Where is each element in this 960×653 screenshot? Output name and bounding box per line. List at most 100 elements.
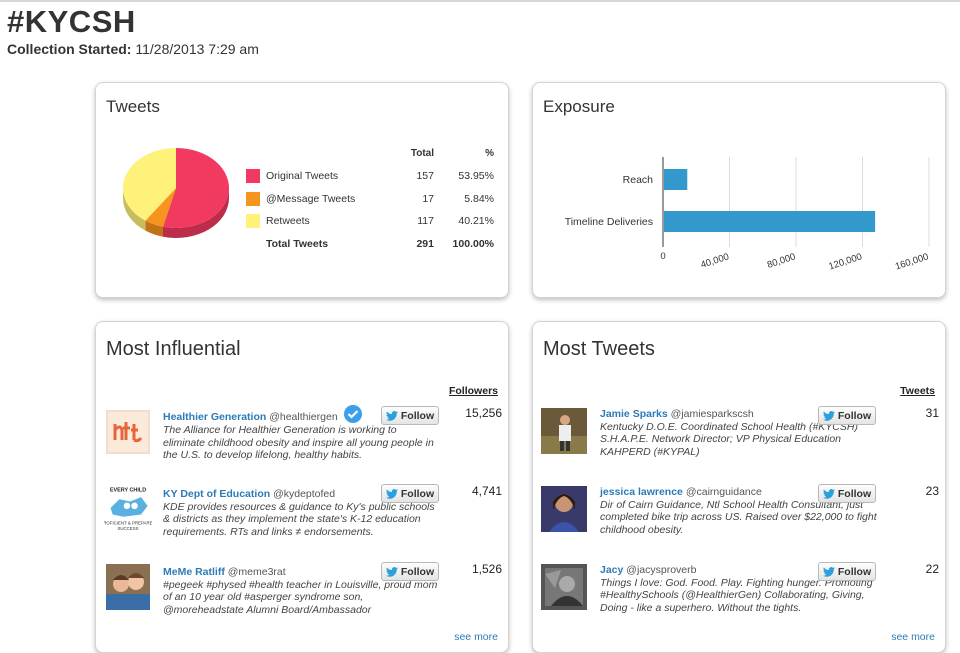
most-influential-card: Most Influential Followers Healthier Gen… <box>95 321 509 653</box>
user-description: KDE provides resources & guidance to Ky'… <box>163 500 435 538</box>
user-handle: @jacysproverb <box>626 564 697 576</box>
follow-label: Follow <box>400 487 435 500</box>
tweets-row-retweets: Retweets 117 40.21% <box>246 210 494 233</box>
tweets-card: Tweets Total % Original Tweets 157 53.95… <box>95 82 509 298</box>
user-name-link[interactable]: KY Dept of Education <box>163 488 271 500</box>
follow-button[interactable]: Follow <box>381 562 439 581</box>
follow-button[interactable]: Follow <box>818 562 876 581</box>
user-name-link[interactable]: jessica lawrence <box>600 486 683 498</box>
jamie-sparks-avatar <box>541 408 587 454</box>
twitter-bird-icon <box>822 488 835 499</box>
tweets-title: Tweets <box>106 97 160 116</box>
user-info: KY Dept of Education @kydeptofed KDE pro… <box>163 488 441 538</box>
follow-button[interactable]: Follow <box>818 406 876 425</box>
followers-column-header[interactable]: Followers <box>448 385 498 397</box>
x-tick-label: 120,000 <box>827 251 863 272</box>
meme-ratliff-avatar <box>106 564 150 610</box>
category-label: Reach <box>623 174 654 186</box>
row-pct: 53.95% <box>458 170 494 183</box>
jessica-lawrence-avatar <box>541 486 587 532</box>
most-influential-title: Most Influential <box>106 338 241 360</box>
svg-text:EVERY CHILD: EVERY CHILD <box>110 488 146 494</box>
user-info: Healthier Generation @healthiergen The A… <box>163 405 441 462</box>
user-handle: @healthiergen <box>269 410 338 423</box>
legend-swatch <box>246 191 260 206</box>
follow-label: Follow <box>400 565 435 578</box>
verified-badge-icon <box>343 405 362 423</box>
top-border <box>0 0 960 2</box>
healthier-generation-logo-icon <box>106 410 150 454</box>
bar-1 <box>664 211 876 232</box>
row-label: Original Tweets <box>266 170 339 183</box>
user-description: Dir of Cairn Guidance, Ntl School Health… <box>600 498 877 536</box>
user-description: #pegeek #physed #health teacher in Louis… <box>163 578 438 616</box>
exposure-bar-chart: 0 40,000 80,000 120,000 160,000 Reach Timeline… <box>565 157 930 272</box>
tweets-count: 23 <box>925 484 939 498</box>
tweets-count: 31 <box>925 406 939 420</box>
follow-button[interactable]: Follow <box>818 484 876 503</box>
most-tweets-title: Most Tweets <box>543 338 655 360</box>
see-more-link[interactable]: see more <box>454 631 498 643</box>
user-info: Jamie Sparks @jamiesparkscsh Kentucky D.… <box>600 408 878 458</box>
pie-slice-side <box>123 188 146 231</box>
user-name-link[interactable]: Jamie Sparks <box>600 408 668 420</box>
tweets-table: Total % Original Tweets 157 53.95% @Mess… <box>246 141 494 255</box>
user-name-link[interactable]: MeMe Ratliff <box>163 566 225 578</box>
pie-slice-side <box>162 188 229 238</box>
row-pct: 100.00% <box>452 237 494 250</box>
x-tick-label: 40,000 <box>699 251 730 270</box>
list-item: Jacy @jacysproverb Things I love: God. F… <box>541 562 939 636</box>
jacy-avatar <box>541 564 587 610</box>
user-name-link[interactable]: Jacy <box>600 564 624 576</box>
collection-started-label: Collection Started: <box>7 41 132 57</box>
followers-count: 15,256 <box>465 406 502 420</box>
x-tick-label: 0 <box>660 251 665 262</box>
user-name-link[interactable]: Healthier Generation <box>163 410 267 423</box>
page-title: #KYCSH <box>7 4 136 39</box>
row-label: Retweets <box>266 215 310 228</box>
exposure-card: Exposure 0 40,000 80,000 120,000 160,000 Reac… <box>532 82 946 298</box>
follow-label: Follow <box>837 565 872 578</box>
user-handle: @jamiesparkscsh <box>670 408 754 420</box>
tweets-row-total: Total Tweets 291 100.00% <box>246 233 494 256</box>
user-description: The Alliance for Healthier Generation is… <box>163 424 434 461</box>
legend-swatch <box>246 169 260 184</box>
collection-started-value: 11/28/2013 7:29 am <box>135 41 259 57</box>
bar-0 <box>664 169 688 190</box>
collection-started: Collection Started: 11/28/2013 7:29 am <box>7 41 259 57</box>
pie-slice-1 <box>145 188 176 227</box>
x-tick-label: 80,000 <box>766 251 797 270</box>
followers-count: 1,526 <box>471 562 502 576</box>
twitter-bird-icon <box>385 566 398 577</box>
list-item: Jamie Sparks @jamiesparkscsh Kentucky D.… <box>541 406 939 480</box>
row-label: @Message Tweets <box>266 192 356 205</box>
row-pct: 40.21% <box>458 215 494 228</box>
row-pct: 5.84% <box>464 192 494 205</box>
pie-slice-0 <box>162 148 229 228</box>
user-info: MeMe Ratliff @meme3rat #pegeek #physed #… <box>163 566 441 616</box>
svg-text:PROFICIENT & PREPARED: PROFICIENT & PREPARED <box>104 520 152 525</box>
user-description: Kentucky D.O.E. Coordinated School Healt… <box>600 420 858 458</box>
user-handle: @cairnguidance <box>685 486 762 498</box>
follow-button[interactable]: Follow <box>381 406 439 425</box>
user-info: jessica lawrence @cairnguidance Dir of C… <box>600 486 878 536</box>
pie-slice-side <box>145 220 163 237</box>
col-total: Total <box>410 147 434 159</box>
row-total: 157 <box>416 170 434 183</box>
svg-text:SUCCESS: SUCCESS <box>117 526 138 531</box>
follow-button[interactable]: Follow <box>381 484 439 503</box>
twitter-bird-icon <box>822 410 835 421</box>
tweets-row-message: @Message Tweets 17 5.84% <box>246 188 494 211</box>
exposure-title: Exposure <box>543 97 615 116</box>
legend-swatch <box>246 214 260 229</box>
tweets-pie-chart <box>123 148 229 238</box>
see-more-link[interactable]: see more <box>891 631 935 643</box>
user-handle: @kydeptofed <box>273 488 336 500</box>
tweets-count: 22 <box>925 562 939 576</box>
most-tweets-card: Most Tweets Tweets Jamie Sparks @jamiesp… <box>532 321 946 653</box>
row-total: 117 <box>417 215 434 228</box>
tweets-column-header[interactable]: Tweets <box>900 385 935 397</box>
category-label: Timeline Deliveries <box>565 216 653 228</box>
list-item: EVERY CHILD PROFICIENT & PREPARED SUCCES… <box>104 484 502 560</box>
row-label: Total Tweets <box>266 237 329 250</box>
